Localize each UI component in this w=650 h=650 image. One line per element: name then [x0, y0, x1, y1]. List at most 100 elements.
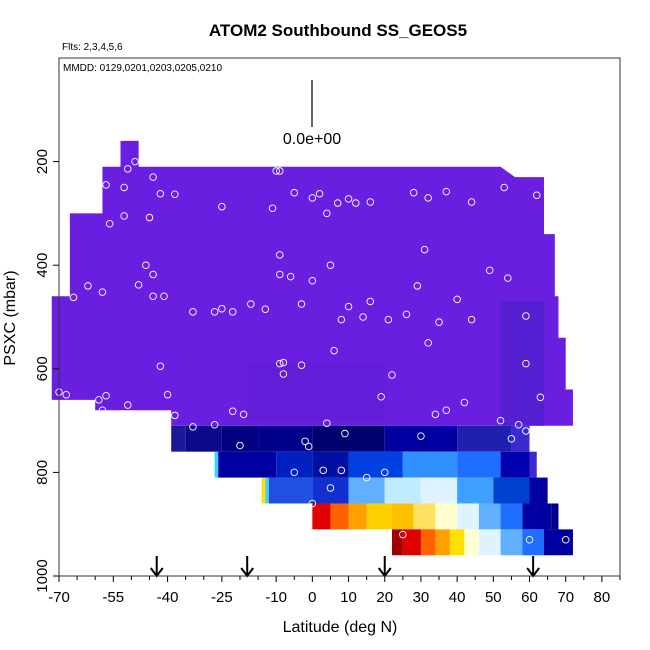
color-cell: [500, 529, 523, 556]
flights-label: Flts: 2,3,4,5,6: [62, 42, 123, 53]
color-cell: [543, 529, 573, 556]
flight-arrows: [149, 556, 540, 578]
data-point: [239, 410, 248, 419]
data-point: [366, 198, 375, 206]
x-tick-label: 20: [376, 589, 393, 606]
data-point: [102, 181, 110, 189]
data-point: [323, 209, 331, 218]
color-cell: [529, 451, 537, 478]
x-tick-label: 50: [485, 589, 502, 606]
data-point: [171, 190, 179, 198]
data-point: [120, 183, 128, 192]
data-point: [337, 466, 346, 475]
color-cell: [268, 477, 313, 504]
color-cell: [464, 529, 479, 556]
data-point: [442, 406, 451, 414]
data-point: [228, 407, 237, 416]
data-point: [120, 212, 128, 220]
data-point: [236, 441, 244, 450]
data-point: [319, 466, 327, 475]
data-point: [228, 308, 237, 316]
data-point: [189, 423, 197, 431]
data-point: [514, 420, 523, 429]
color-cell: [312, 425, 385, 452]
color-cell: [348, 451, 403, 478]
data-point: [276, 167, 284, 175]
color-cell: [478, 503, 501, 530]
data-point: [163, 390, 172, 399]
color-cell: [457, 425, 512, 452]
data-point: [424, 339, 432, 347]
color-cell: [312, 451, 349, 478]
color-cell: [391, 529, 403, 556]
color-cell: [493, 477, 530, 504]
color-cell: [391, 503, 414, 530]
data-point: [380, 468, 389, 477]
color-cell: [214, 451, 219, 478]
x-tick-label: 40: [449, 589, 466, 606]
axes: -70 -55 -40 -25 -10 0 10 20 30 40 50 60 70 80 200 400 60…: [34, 149, 621, 606]
data-point: [417, 432, 425, 440]
data-point: [286, 272, 295, 281]
data-point: [247, 300, 255, 308]
data-point: [297, 361, 306, 369]
data-point: [344, 195, 353, 203]
data-point: [308, 276, 317, 285]
data-point: [156, 189, 165, 198]
data-point: [304, 442, 313, 451]
data-point: [218, 202, 226, 211]
data-point: [149, 270, 157, 279]
color-cell: [435, 503, 458, 530]
data-point: [377, 393, 385, 401]
data-point: [145, 213, 154, 222]
color-cell: [420, 529, 436, 556]
color-cell: [435, 529, 450, 556]
data-point: [210, 308, 219, 316]
x-tick-label: -40: [157, 589, 179, 606]
data-point: [384, 315, 393, 324]
data-point: [156, 362, 165, 370]
x-tick-label: 10: [340, 589, 357, 606]
data-point: [131, 157, 139, 166]
data-point: [399, 530, 407, 539]
color-cell: [457, 503, 479, 530]
data-point: [279, 358, 288, 367]
data-point: [344, 302, 353, 311]
data-point: [290, 468, 299, 477]
color-cell: [457, 477, 494, 504]
x-tick-label: 30: [413, 589, 430, 606]
data-point: [533, 191, 541, 200]
data-point: [420, 245, 429, 254]
x-tick-label: 0: [308, 589, 316, 606]
data-point: [290, 188, 299, 197]
data-point: [84, 189, 92, 198]
data-point: [124, 401, 132, 409]
color-cell: [522, 529, 544, 556]
data-point: [500, 183, 508, 192]
data-point: [413, 282, 422, 290]
color-cell: [449, 529, 465, 556]
data-point: [507, 434, 516, 443]
data-point: [431, 410, 440, 419]
data-point: [279, 370, 288, 378]
data-point: [134, 281, 143, 289]
data-point: [218, 304, 226, 313]
y-tick-label: 1000: [34, 559, 51, 592]
color-cell: [500, 503, 523, 530]
data-point: [435, 318, 443, 326]
data-point: [87, 190, 96, 198]
plot-frame: [58, 57, 621, 577]
color-cell: [261, 477, 266, 504]
y-tick-label: 400: [34, 253, 51, 278]
color-cell: [551, 503, 559, 530]
data-point: [308, 194, 317, 202]
data-point: [536, 393, 545, 402]
color-cell: [312, 503, 331, 530]
data-point: [315, 189, 324, 198]
data-point: [337, 315, 346, 324]
y-axis-label: PSXC (mbar): [2, 270, 19, 365]
x-tick-label: 80: [594, 589, 611, 606]
data-point: [160, 292, 168, 301]
data-point: [453, 295, 461, 304]
